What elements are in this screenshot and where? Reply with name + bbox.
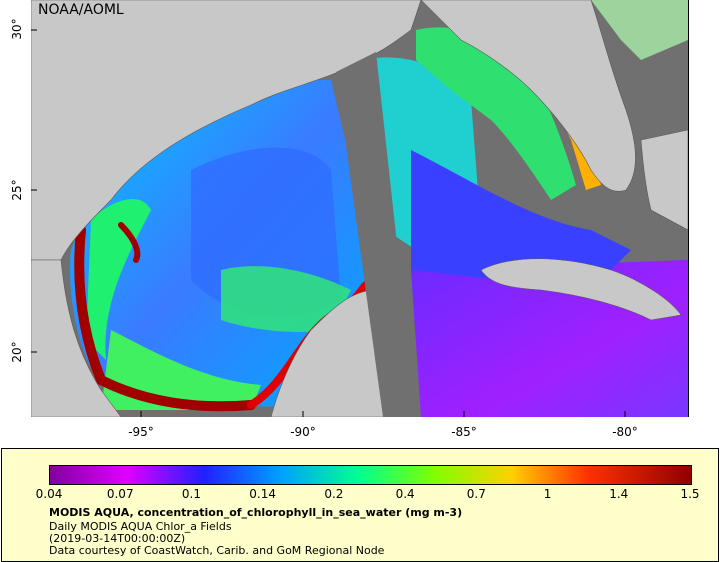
land: [31, 0, 688, 417]
legend-panel: 0.04 0.07 0.1 0.14 0.2 0.4 0.7 1 1.4 1.5 MODIS AQ…: [1, 448, 719, 562]
colorbar-tick-label: 0.2: [324, 487, 344, 501]
lon-tick-label: -95°: [128, 425, 154, 439]
colorbar-tick-label: 0.04: [35, 487, 63, 501]
colorbar-tick-label: 1: [543, 487, 552, 501]
lon-tick-marks: [140, 411, 626, 417]
lat-tick-label: 25°: [10, 179, 24, 201]
colorbar: [49, 465, 692, 485]
colorbar-tick-label: 0.1: [181, 487, 201, 501]
map-credit: NOAA/AOML: [38, 2, 124, 18]
lon-tick-label: -80°: [612, 425, 638, 439]
lat-tick-label: 20°: [10, 341, 24, 363]
colorbar-tick-label: 0.4: [395, 487, 415, 501]
colorbar-tick-label: 0.14: [249, 487, 277, 501]
legend-title: MODIS AQUA, concentration_of_chlorophyll…: [49, 506, 463, 519]
colorbar-tick-label: 0.7: [466, 487, 486, 501]
colorbar-tick-label: 1.4: [609, 487, 629, 501]
colorbar-tick-label: 1.5: [680, 487, 700, 501]
lon-tick-label: -90°: [290, 425, 316, 439]
colorbar-tick-label: 0.07: [106, 487, 134, 501]
legend-dataset-name: Daily MODIS AQUA Chlor_a Fields: [49, 520, 232, 533]
chlorophyll-map: [31, 0, 688, 417]
legend-date: (2019-03-14T00:00:00Z): [49, 532, 186, 545]
lon-tick-label: -85°: [451, 425, 477, 439]
no-data-swath: [336, 52, 416, 417]
legend-credit: Data courtesy of CoastWatch, Carib. and …: [49, 544, 385, 557]
map-panel: NOAA/AOML: [31, 0, 689, 417]
lat-tick-label: 30°: [10, 18, 24, 40]
lat-tick-marks: [31, 29, 37, 353]
